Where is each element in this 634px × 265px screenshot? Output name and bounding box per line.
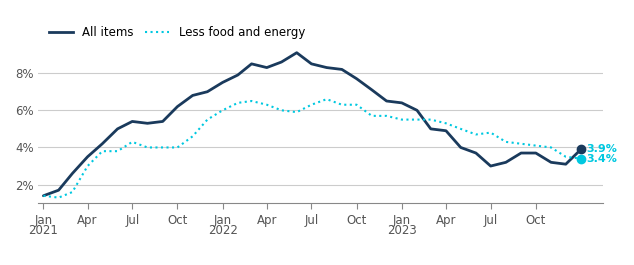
Text: 2023: 2023 xyxy=(387,224,417,237)
Text: 3.9%: 3.9% xyxy=(586,144,617,154)
Legend: All items, Less food and energy: All items, Less food and energy xyxy=(44,21,309,43)
Text: 2021: 2021 xyxy=(29,224,58,237)
Text: 3.4%: 3.4% xyxy=(586,154,617,164)
Text: 2022: 2022 xyxy=(208,224,238,237)
